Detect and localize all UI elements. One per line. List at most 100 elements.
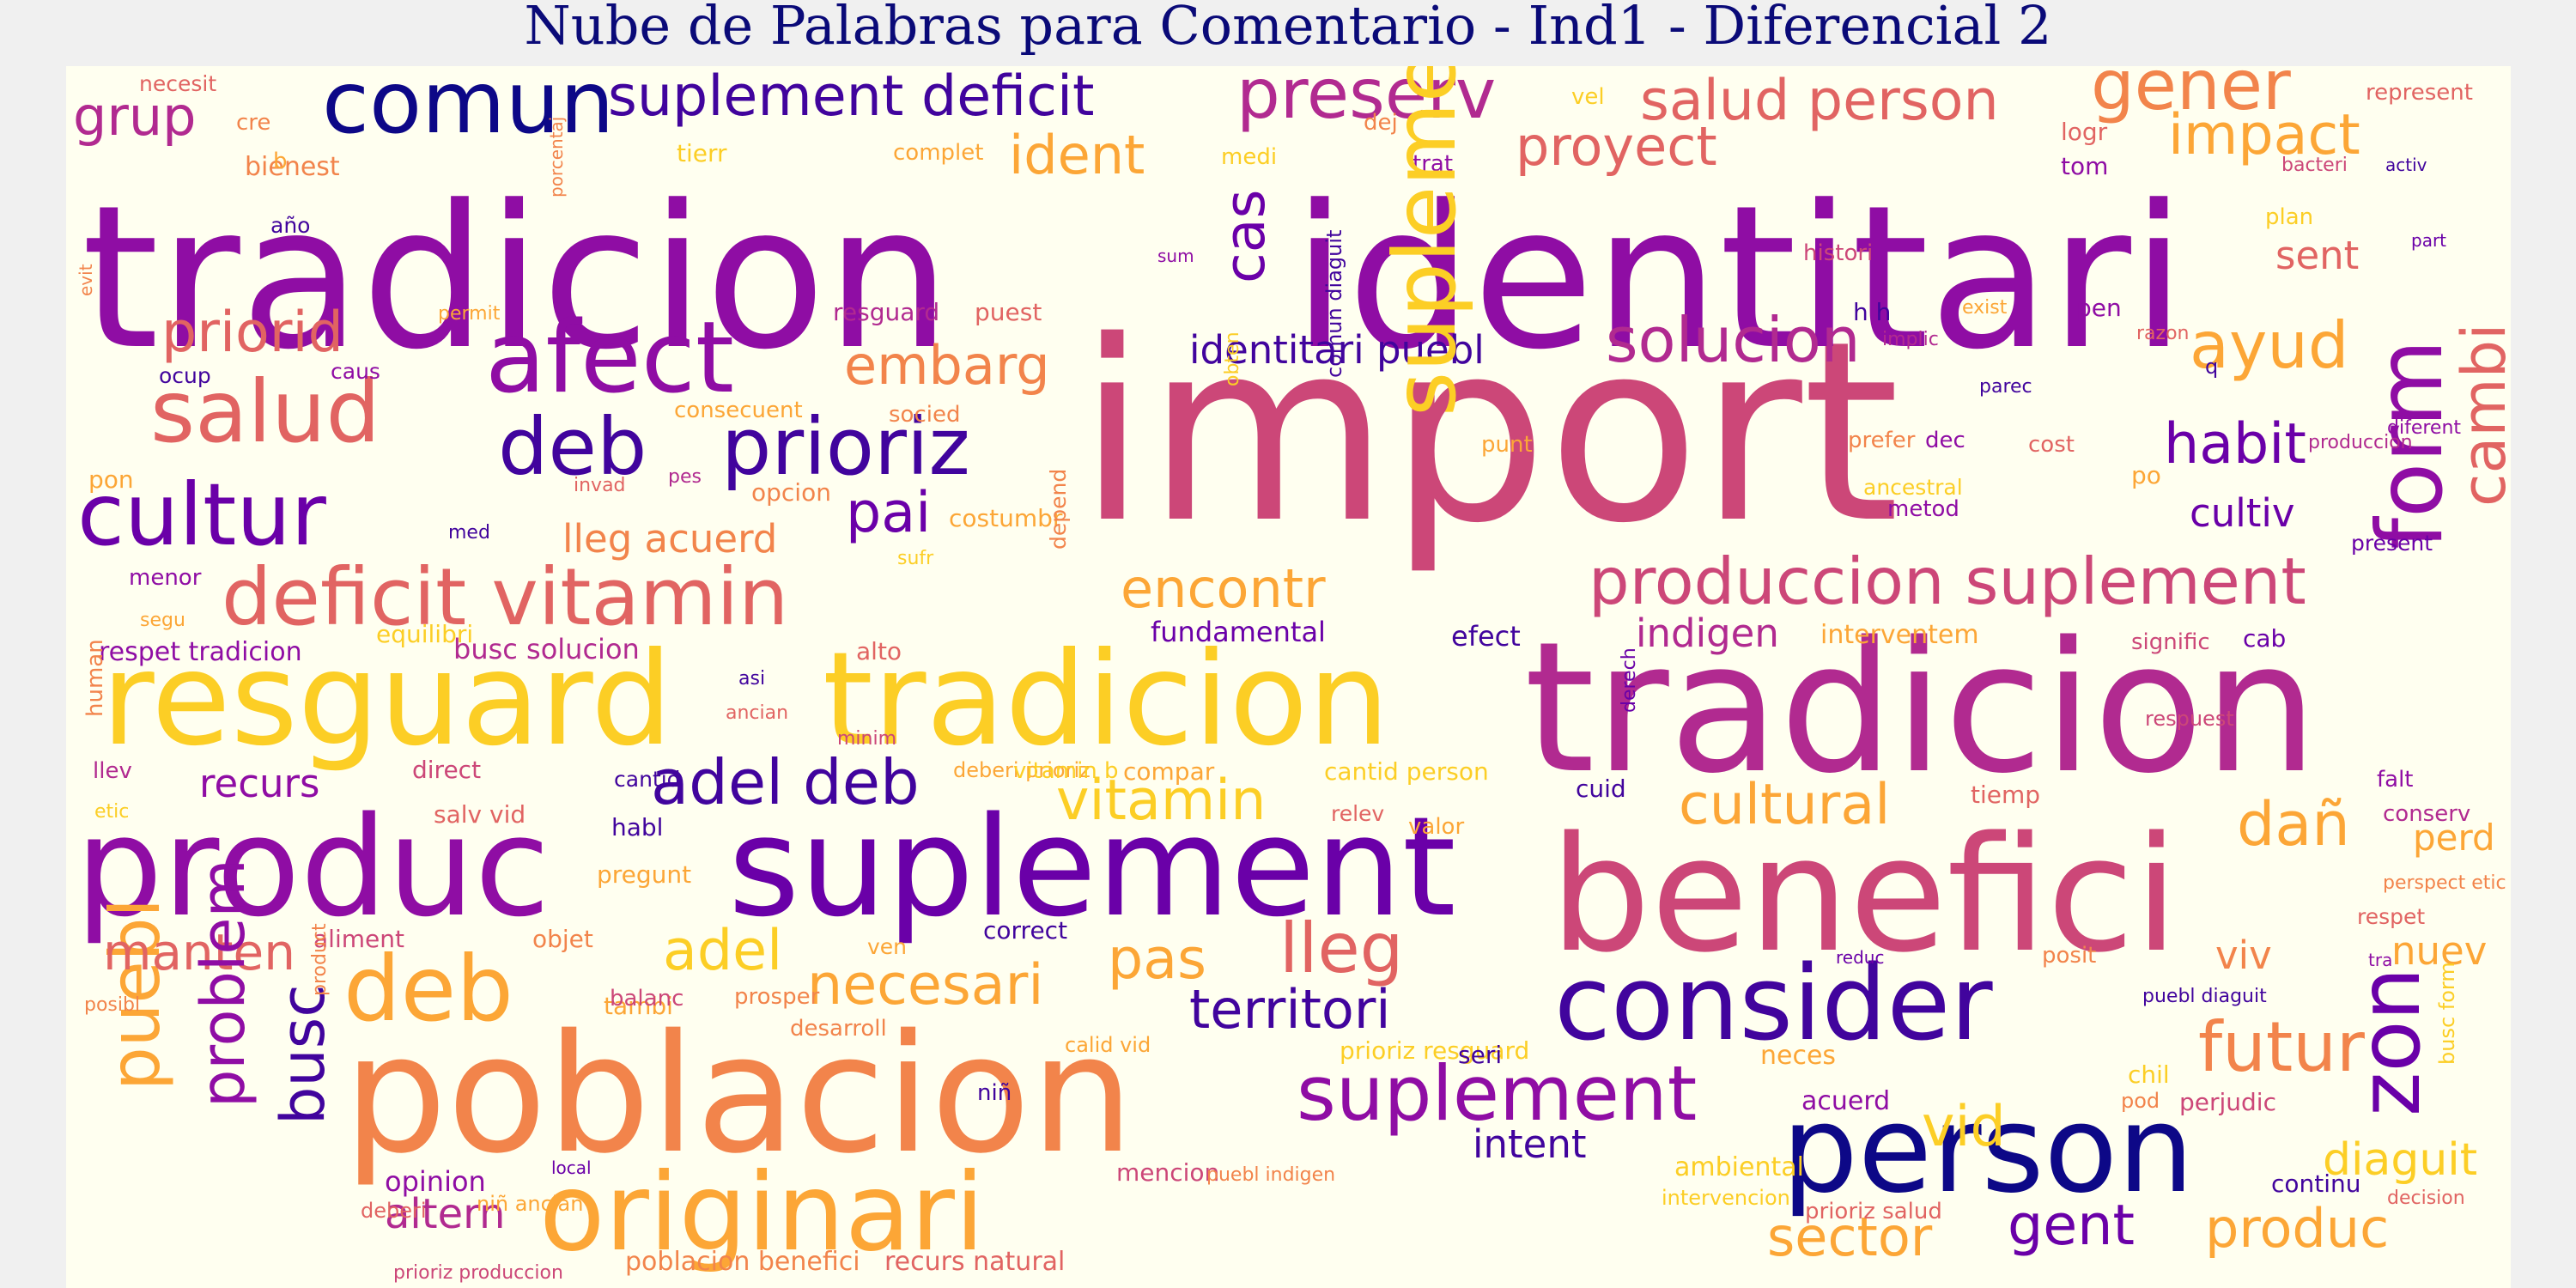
cloud-word: depend — [1046, 468, 1071, 550]
cloud-word: human — [82, 639, 108, 717]
cloud-word: cultur — [77, 465, 326, 565]
cloud-word: vid — [1922, 1095, 2006, 1159]
cloud-word: puebl diaguit — [2142, 986, 2267, 1007]
cloud-word: minim — [837, 728, 897, 750]
cloud-word: prefer — [1848, 428, 1916, 453]
cloud-word: poblacion — [343, 999, 1134, 1189]
cloud-word: territori — [1189, 978, 1391, 1041]
word-cloud-canvas: import tradicion identitari tradicion benefi… — [66, 66, 2511, 1288]
cloud-word: consecuent — [674, 398, 803, 423]
cloud-word: priorid — [161, 301, 343, 365]
cloud-word: chil — [2128, 1060, 2170, 1089]
cloud-word: vitamin — [1056, 769, 1267, 833]
cloud-word: pregunt — [597, 860, 692, 889]
cloud-word: niñ — [977, 1080, 1012, 1106]
cloud-word: logr — [2061, 118, 2108, 146]
cloud-word: cas — [1213, 189, 1278, 283]
cloud-word: resguard — [833, 298, 940, 326]
cloud-word: identitari puebl — [1189, 327, 1485, 373]
cloud-word: sum — [1157, 246, 1194, 266]
cloud-word: suplement — [1297, 1049, 1698, 1138]
cloud-word: conserv — [2383, 801, 2471, 827]
cloud-word: razon — [2136, 323, 2190, 344]
cloud-word: adel deb — [651, 746, 920, 818]
cloud-word: respet tradicion — [99, 637, 302, 667]
cloud-word: cultiv — [2190, 490, 2295, 536]
cloud-word: lleg — [1279, 908, 1404, 988]
cloud-word: represent — [2366, 80, 2473, 106]
cloud-word: suplement — [728, 787, 1456, 947]
cloud-word: tom — [2061, 152, 2109, 180]
cloud-word: pen — [2076, 294, 2122, 322]
cloud-word: balanc — [610, 986, 684, 1012]
cloud-word: prioriz resguard — [1340, 1036, 1530, 1065]
cloud-word: habl — [611, 813, 664, 841]
cloud-word: q — [2205, 355, 2219, 379]
cloud-word: tra — [2368, 950, 2393, 970]
cloud-word: po — [2131, 461, 2161, 489]
cloud-word: pas — [1108, 927, 1206, 992]
cloud-word: prioriz produccion — [393, 1262, 563, 1284]
cloud-word: calid vid — [1065, 1033, 1151, 1057]
cloud-word: salud person — [1640, 69, 1999, 133]
cloud-word: bacteri — [2281, 155, 2348, 176]
cloud-word: indigen — [1636, 611, 1779, 656]
cloud-word: permit — [438, 303, 501, 325]
cloud-word: local — [551, 1157, 592, 1178]
cloud-word: zon — [2342, 967, 2439, 1116]
cloud-word: falt — [2377, 767, 2414, 793]
cloud-word: ven — [867, 934, 908, 959]
cloud-word: continu — [2271, 1170, 2361, 1198]
cloud-word: sent — [2275, 233, 2360, 278]
cloud-word: proyect — [1516, 115, 1717, 178]
cloud-word: tiemp — [1971, 781, 2041, 809]
cloud-word: cost — [2028, 432, 2075, 458]
cloud-word: posibl — [84, 994, 141, 1016]
cloud-word: person — [1782, 1080, 2194, 1220]
cloud-word: ayud — [2190, 307, 2349, 383]
cloud-word: nuev — [2391, 928, 2488, 974]
cloud-word: gener — [2091, 66, 2291, 125]
cloud-word: neces — [1760, 1041, 1837, 1071]
cloud-word: cuid — [1576, 775, 1626, 803]
cloud-word: preserv — [1236, 66, 1497, 134]
cloud-word: gent — [2008, 1194, 2135, 1258]
cloud-word: parec — [1979, 376, 2032, 398]
cloud-word: direct — [412, 756, 482, 784]
cloud-word: recurs natural — [884, 1247, 1066, 1277]
cloud-word: embarg — [844, 334, 1050, 397]
cloud-word: bienest — [245, 152, 340, 182]
cloud-word: produccion suplement — [1589, 544, 2306, 619]
cloud-word: correct — [983, 916, 1068, 945]
cloud-word: deberi prioriz — [953, 758, 1091, 782]
cloud-word: vel — [1571, 84, 1605, 110]
cloud-word: llev — [93, 758, 132, 784]
cloud-word: comun — [322, 66, 615, 153]
cloud-word: medi — [1221, 144, 1278, 170]
cloud-word: pod — [2121, 1089, 2160, 1113]
cloud-word: fundamental — [1151, 616, 1326, 648]
cloud-word: salud — [150, 361, 381, 462]
cloud-word: med — [448, 522, 490, 544]
cloud-word: part — [2411, 230, 2447, 251]
cloud-word: seri — [1458, 1041, 1503, 1069]
cloud-word: cantid person — [1324, 757, 1489, 786]
cloud-word: respet — [2357, 904, 2426, 929]
cloud-word: h h — [1853, 298, 1892, 326]
cloud-word: originari — [539, 1151, 985, 1275]
cloud-word: reduc — [1836, 947, 1885, 968]
cloud-word: deb — [498, 401, 647, 493]
cloud-word: año — [270, 213, 311, 238]
cloud-word: prioriz — [721, 401, 970, 493]
cloud-word: aliment — [313, 925, 404, 953]
cloud-word: diferent — [2387, 417, 2462, 439]
cloud-word: alto — [856, 637, 902, 665]
cloud-word: tierr — [677, 139, 727, 167]
cloud-word: histori — [1803, 240, 1874, 266]
cloud-word: perjudic — [2179, 1088, 2276, 1116]
cloud-word: compar — [1123, 757, 1215, 786]
cloud-word: prioriz salud — [1805, 1199, 1942, 1224]
cloud-word: objet — [532, 925, 593, 953]
cloud-word: solucion — [1606, 304, 1861, 376]
